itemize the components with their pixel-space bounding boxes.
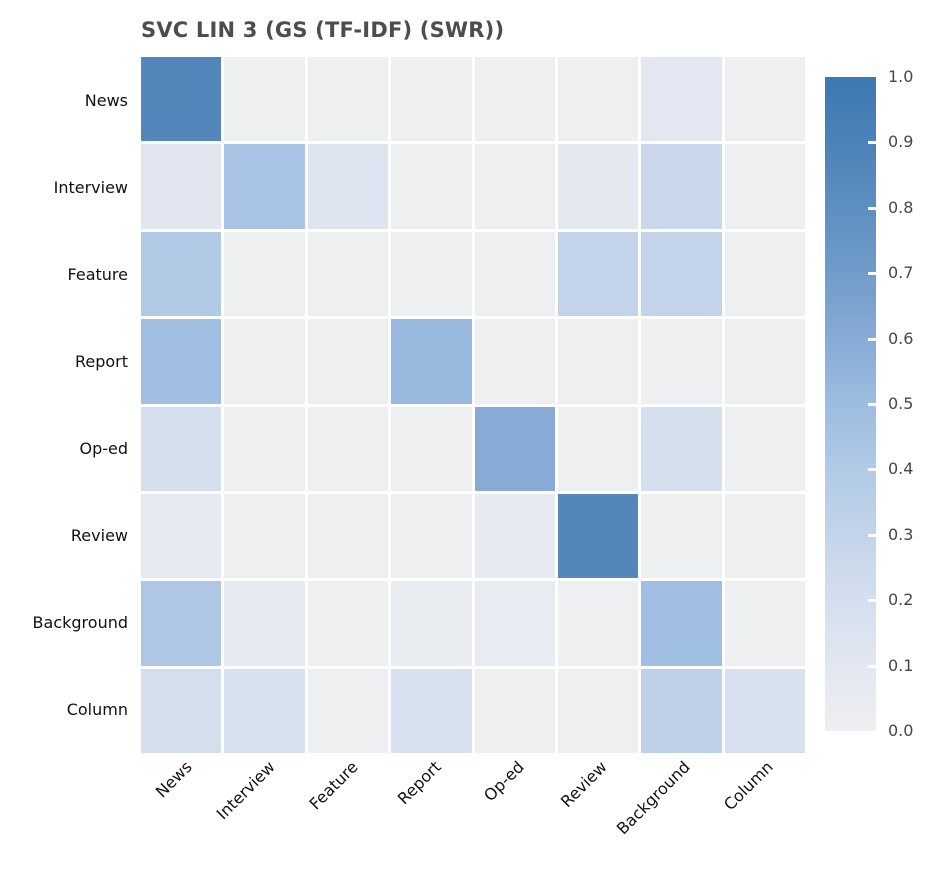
- heatmap-cell: [391, 231, 472, 317]
- heatmap-cell: [141, 581, 222, 666]
- heatmap-cell: [641, 144, 722, 229]
- heatmap-cell: [141, 406, 222, 491]
- heatmap-cell: [641, 668, 722, 753]
- colorbar-tick-mark: [868, 141, 878, 145]
- heatmap-cell: [557, 406, 639, 491]
- heatmap-cell: [141, 231, 222, 317]
- colorbar-tick-mark: [868, 403, 878, 406]
- heatmap-cell: [224, 406, 305, 491]
- heatmap-cell: [391, 319, 472, 404]
- colorbar-tick-label: 0.3: [888, 524, 914, 544]
- heatmap-cell: [141, 668, 222, 753]
- heatmap-cell: [391, 406, 472, 491]
- heatmap-cell: [641, 231, 722, 317]
- heatmap-cell: [557, 668, 639, 753]
- heatmap-cell: [724, 57, 805, 142]
- heatmap-cell: [141, 57, 222, 142]
- y-tick-label: Op-ed: [79, 438, 128, 458]
- heatmap-cell: [474, 581, 555, 666]
- heatmap-grid: [141, 57, 805, 753]
- heatmap-cell: [474, 144, 555, 229]
- heatmap-cell: [307, 406, 389, 491]
- heatmap-cell: [474, 231, 555, 317]
- colorbar-tick-mark: [868, 664, 878, 668]
- colorbar-tick-label: 0.1: [888, 655, 914, 675]
- heatmap-cell: [141, 319, 222, 404]
- heatmap-cell: [641, 493, 722, 579]
- y-tick-label: Column: [66, 699, 128, 719]
- heatmap-cell: [474, 57, 555, 142]
- heatmap-cell: [224, 57, 305, 142]
- colorbar-tick-label: 0.2: [888, 590, 914, 610]
- y-tick-label: Review: [70, 525, 128, 545]
- colorbar-tick-label: 0.9: [888, 132, 914, 152]
- heatmap-cell: [641, 319, 722, 404]
- heatmap-cell: [557, 231, 639, 317]
- heatmap-cell: [224, 668, 305, 753]
- colorbar-tick-mark: [868, 599, 878, 603]
- chart-title: SVC LIN 3 (GS (TF-IDF) (SWR)): [141, 18, 505, 42]
- colorbar-tick-mark: [868, 337, 878, 341]
- heatmap-cell: [474, 493, 555, 579]
- y-tick-label: News: [84, 90, 128, 110]
- heatmap-cell: [307, 144, 389, 229]
- heatmap-cell: [224, 581, 305, 666]
- heatmap-cell: [391, 57, 472, 142]
- heatmap-cell: [224, 231, 305, 317]
- colorbar-tick-label: 0.5: [888, 394, 914, 413]
- colorbar-tick-mark: [868, 468, 878, 472]
- heatmap-cell: [224, 144, 305, 229]
- heatmap-cell: [641, 57, 722, 142]
- colorbar-tick-label: 0.4: [888, 459, 914, 479]
- heatmap-cell: [141, 493, 222, 579]
- colorbar-tick-label: 1.0: [888, 67, 914, 86]
- heatmap-cell: [307, 319, 389, 404]
- heatmap-cell: [724, 581, 805, 666]
- y-tick-label: Report: [74, 351, 128, 371]
- heatmap-cell: [474, 319, 555, 404]
- heatmap-cell: [391, 668, 472, 753]
- colorbar-tick-mark: [868, 206, 878, 210]
- colorbar-tick-label: 0.0: [888, 721, 914, 740]
- heatmap-cell: [557, 581, 639, 666]
- colorbar-tick-label: 0.8: [888, 197, 914, 217]
- heatmap-cell: [724, 668, 805, 753]
- heatmap-cell: [224, 319, 305, 404]
- heatmap-cell: [391, 144, 472, 229]
- heatmap-cell: [391, 493, 472, 579]
- heatmap-cell: [557, 319, 639, 404]
- y-tick-label: Feature: [67, 264, 128, 284]
- heatmap-cell: [724, 144, 805, 229]
- heatmap-cell: [474, 406, 555, 491]
- heatmap-cell: [307, 581, 389, 666]
- colorbar-tick-mark: [868, 533, 878, 537]
- heatmap-cell: [307, 493, 389, 579]
- colorbar: [825, 77, 876, 731]
- heatmap-cell: [474, 668, 555, 753]
- heatmap-cell: [724, 493, 805, 579]
- colorbar-tick-label: 0.6: [888, 328, 914, 348]
- heatmap-cell: [641, 406, 722, 491]
- heatmap-cell: [724, 231, 805, 317]
- heatmap-cell: [307, 668, 389, 753]
- heatmap-cell: [141, 144, 222, 229]
- heatmap-cell: [724, 319, 805, 404]
- heatmap-cell: [391, 581, 472, 666]
- heatmap-cell: [641, 581, 722, 666]
- heatmap-cell: [307, 57, 389, 142]
- heatmap-cell: [557, 493, 639, 579]
- heatmap-cell: [557, 144, 639, 229]
- heatmap-cell: [724, 406, 805, 491]
- y-tick-label: Interview: [53, 177, 128, 197]
- heatmap-cell: [557, 57, 639, 142]
- colorbar-tick-mark: [868, 272, 878, 276]
- heatmap-cell: [307, 231, 389, 317]
- heatmap-cell: [224, 493, 305, 579]
- y-tick-label: Background: [32, 612, 128, 632]
- colorbar-tick-label: 0.7: [888, 263, 914, 283]
